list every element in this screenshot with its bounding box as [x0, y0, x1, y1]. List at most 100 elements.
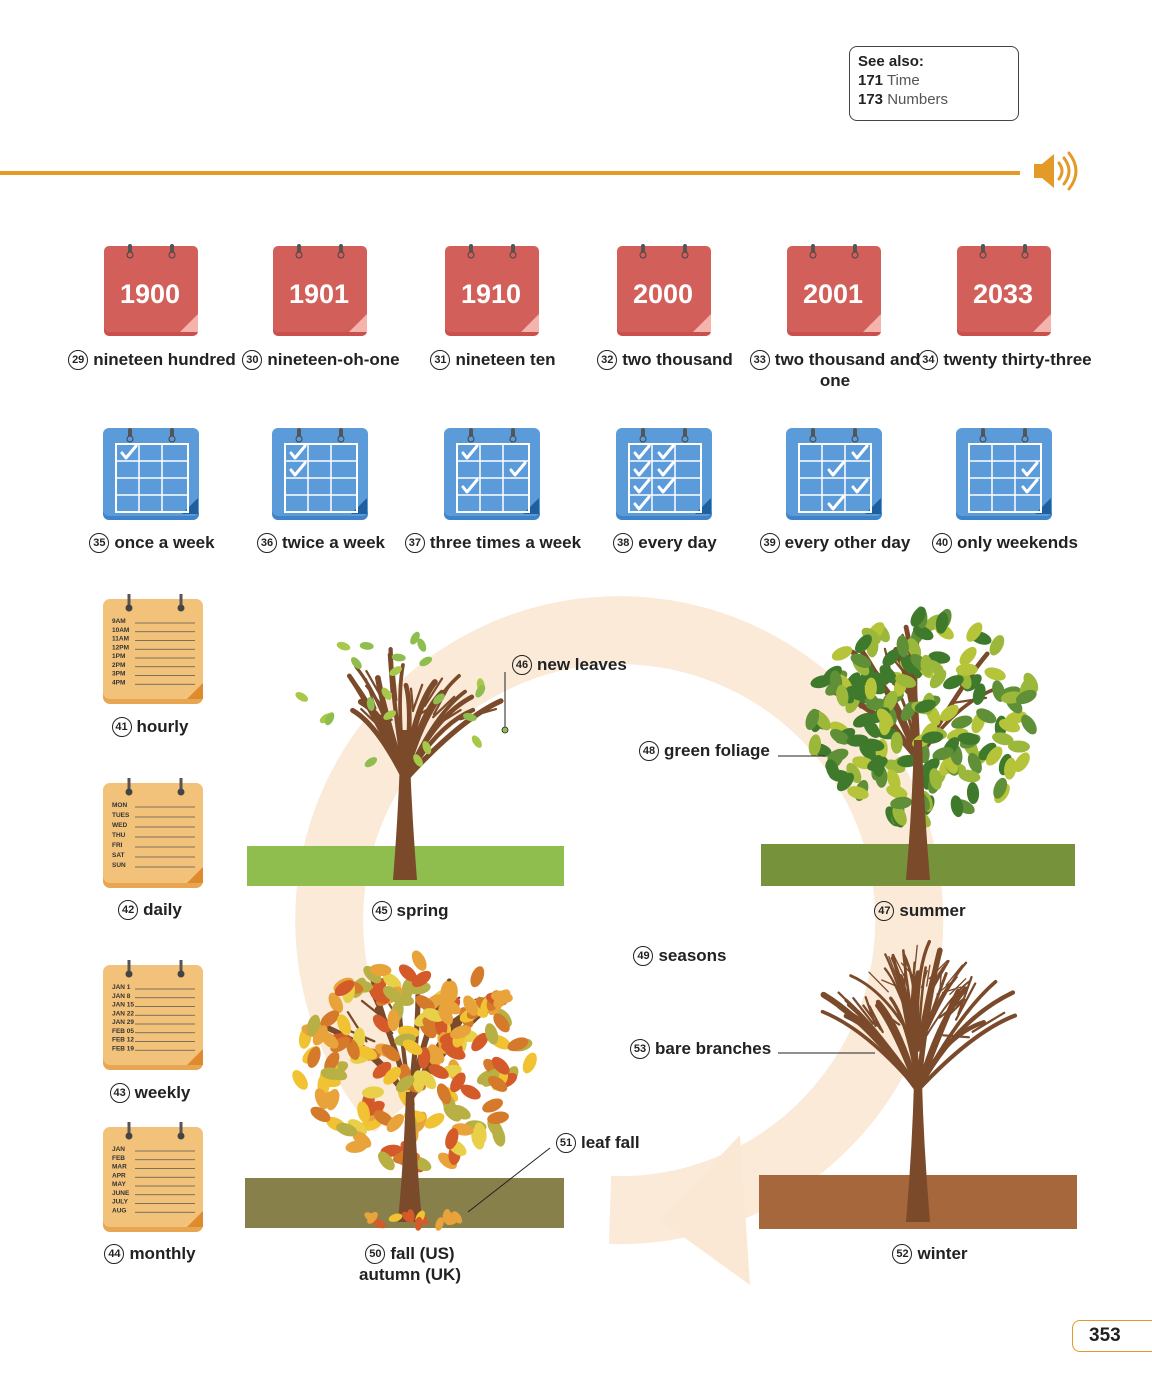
schedule-entry: SAT	[112, 852, 125, 859]
year-calendar-number: 2033	[973, 279, 1033, 309]
frequency-label: 40 only weekends	[915, 532, 1095, 553]
see-also-item[interactable]: 173 Numbers	[858, 91, 949, 108]
fall-tree	[292, 950, 537, 1231]
frequency-label: 35 once a week	[62, 532, 242, 553]
year-calendar-icon: 2033	[957, 244, 1051, 336]
check-icon	[827, 495, 845, 511]
label-leaf-fall: 51 leaf fall	[556, 1132, 640, 1153]
schedule-entry: 4PM	[112, 679, 125, 686]
schedule-entry: 3PM	[112, 671, 125, 678]
schedule-entry: JAN 1	[112, 984, 131, 991]
year-calendar-icon: 1900	[104, 244, 198, 336]
frequency-calendar-icon	[103, 428, 199, 520]
schedule-entry: JUNE	[112, 1190, 130, 1197]
check-icon	[289, 444, 307, 460]
check-icon	[120, 444, 138, 460]
schedule-label: 41 hourly	[70, 716, 230, 737]
schedule-entry: 2PM	[112, 662, 125, 669]
check-icon	[289, 461, 307, 477]
schedule-entry: 1PM	[112, 653, 125, 660]
label-new-leaves: 46 new leaves	[512, 654, 627, 675]
summer-tree	[805, 606, 1039, 880]
schedule-entry: MON	[112, 802, 127, 809]
spring-tree	[295, 631, 504, 880]
schedule-entry: JAN 8	[112, 993, 131, 1000]
schedule-entry: FEB 12	[112, 1037, 134, 1044]
schedule-entry: JAN 22	[112, 1010, 134, 1017]
check-icon	[633, 461, 651, 477]
label-fall: 50 fall (US) autumn (UK)	[359, 1244, 461, 1284]
label-spring: 45 spring	[330, 900, 490, 921]
schedule-entry: MAY	[112, 1181, 127, 1188]
schedule-entry: FEB	[112, 1155, 125, 1162]
check-icon	[1021, 478, 1039, 494]
schedule-entry: APR	[112, 1172, 126, 1179]
check-icon	[657, 461, 675, 477]
check-icon	[461, 478, 479, 494]
year-label: 31 nineteen ten	[403, 349, 583, 370]
year-label: 29 nineteen hundred	[62, 349, 242, 370]
schedule-entry: THU	[112, 832, 126, 839]
label-bare-branches: 53 bare branches	[630, 1038, 771, 1059]
schedule-label: 42 daily	[70, 899, 230, 920]
page-number: 353	[1072, 1320, 1152, 1352]
schedule-entry: 10AM	[112, 627, 129, 634]
year-calendar-number: 1901	[289, 279, 349, 309]
year-calendar-number: 2001	[803, 279, 863, 309]
schedule-label: 44 monthly	[70, 1243, 230, 1264]
schedule-entry: JAN	[112, 1146, 125, 1153]
year-calendar-icon: 2000	[617, 244, 711, 336]
check-icon	[633, 444, 651, 460]
frequency-label: 36 twice a week	[231, 532, 411, 553]
schedule-entry: 12PM	[112, 644, 129, 651]
frequency-label: 37 three times a week	[403, 532, 583, 553]
see-also-box: See also: 171 Time 173 Numbers	[849, 46, 1019, 121]
schedule-entry: FRI	[112, 842, 123, 849]
schedule-entry: AUG	[112, 1207, 126, 1214]
schedule-entry: JAN 15	[112, 1002, 134, 1009]
year-calendar-icon: 1910	[445, 244, 539, 336]
see-also-item[interactable]: 171 Time	[858, 72, 920, 89]
schedule-notepad-icon: MON TUES WED THU FRI SAT SUN	[103, 778, 203, 888]
frequency-label: 38 every day	[575, 532, 755, 553]
schedule-entry: 11AM	[112, 636, 129, 643]
header-rule	[0, 171, 1020, 175]
check-icon	[633, 478, 651, 494]
label-green-foliage: 48 green foliage	[639, 740, 770, 761]
year-label: 30 nineteen-oh-one	[231, 349, 411, 370]
schedule-label: 43 weekly	[70, 1082, 230, 1103]
winter-tree	[820, 939, 1018, 1222]
check-icon	[657, 444, 675, 460]
year-label: 33 two thousand and one	[745, 349, 925, 391]
schedule-entry: SUN	[112, 862, 126, 869]
frequency-label: 39 every other day	[745, 532, 925, 553]
schedule-entry: 9AM	[112, 618, 126, 625]
year-calendar-icon: 1901	[273, 244, 367, 336]
check-icon	[509, 461, 527, 477]
year-label: 32 two thousand	[575, 349, 755, 370]
schedule-entry: WED	[112, 822, 127, 829]
schedule-entry: TUES	[112, 812, 130, 819]
check-icon	[633, 495, 651, 511]
frequency-calendar-icon	[444, 428, 540, 520]
schedule-entry: FEB 05	[112, 1028, 134, 1035]
frequency-calendar-icon	[956, 428, 1052, 520]
label-seasons: 49 seasons	[600, 945, 760, 966]
label-summer: 47 summer	[840, 900, 1000, 921]
frequency-calendar-icon	[786, 428, 882, 520]
schedule-entry: MAR	[112, 1164, 127, 1171]
see-also-title: See also:	[858, 53, 924, 70]
year-label: 34 twenty thirty-three	[915, 349, 1095, 370]
label-winter: 52 winter	[850, 1243, 1010, 1264]
speaker-icon[interactable]	[1030, 150, 1078, 192]
year-calendar-number: 2000	[633, 279, 693, 309]
check-icon	[851, 478, 869, 494]
schedule-entry: FEB 19	[112, 1045, 134, 1052]
check-icon	[1021, 461, 1039, 477]
check-icon	[851, 444, 869, 460]
frequency-calendar-icon	[616, 428, 712, 520]
year-calendar-number: 1900	[120, 279, 180, 309]
